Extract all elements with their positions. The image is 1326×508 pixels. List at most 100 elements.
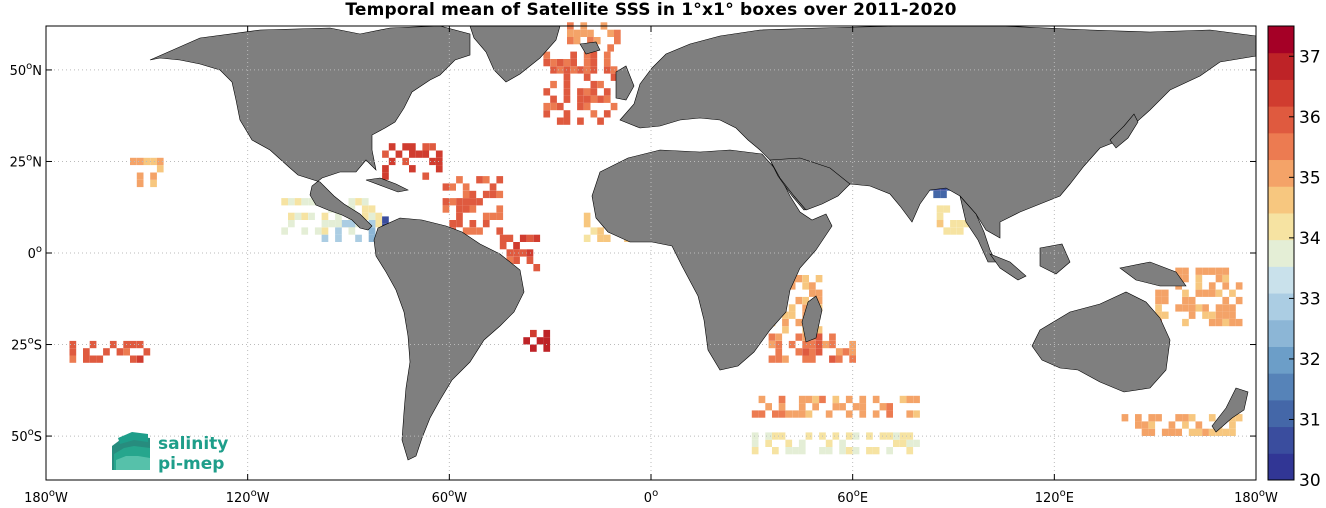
sss-cell: [913, 410, 920, 418]
colorbar-segment: [1268, 212, 1294, 241]
sss-cell: [815, 333, 823, 341]
sss-cell: [583, 95, 591, 103]
sss-cell: [795, 333, 803, 341]
sss-cell: [1148, 414, 1156, 422]
colorbar-tick-label: 32: [1299, 350, 1321, 370]
logo-line-salinity: salinity: [158, 434, 228, 454]
sss-cell: [798, 410, 806, 418]
sss-cell: [519, 249, 527, 257]
colorbar-segment: [1268, 52, 1294, 80]
sss-cell: [1175, 304, 1182, 312]
sss-cell: [1175, 428, 1182, 436]
sss-region: [321, 220, 376, 242]
sss-cell: [583, 234, 591, 242]
sss-cell: [409, 165, 416, 173]
sss-cell: [956, 227, 964, 235]
land-new-zealand: [1211, 387, 1249, 433]
sss-cell: [156, 157, 164, 166]
sss-cell: [1155, 311, 1162, 319]
sss-cell: [577, 95, 584, 103]
sss-cell: [1215, 267, 1223, 275]
sss-cell: [543, 59, 551, 67]
sss-cell: [288, 212, 295, 220]
sss-cell: [610, 102, 618, 111]
land-australia: [1031, 291, 1171, 393]
sss-cell: [788, 311, 796, 319]
colorbar-segment: [1268, 159, 1294, 187]
sss-cell: [607, 29, 614, 37]
sss-cell: [375, 220, 383, 228]
sss-cell: [782, 311, 789, 319]
y-tick-label: 0o: [28, 244, 42, 262]
sss-cell: [906, 395, 914, 404]
sss-cell: [355, 198, 362, 206]
sss-cell: [768, 333, 776, 341]
sss-cell: [513, 256, 520, 264]
sss-cell: [819, 447, 826, 455]
colorbar-segment: [1268, 453, 1294, 481]
sss-cell: [899, 432, 907, 440]
sss-cell: [899, 439, 907, 447]
sss-cell: [603, 234, 611, 242]
sss-cell: [795, 296, 803, 305]
sss-cell: [906, 447, 914, 455]
land-south-america: [373, 217, 525, 461]
sss-cell: [950, 220, 957, 228]
sss-cell: [802, 282, 809, 290]
colorbar-segment: [1268, 106, 1294, 134]
sss-cell: [567, 29, 574, 37]
sss-cell: [526, 256, 534, 264]
sss-cell: [1182, 414, 1189, 422]
sss-cell: [335, 212, 342, 220]
sss-cell: [829, 355, 836, 363]
sss-cell: [597, 80, 604, 89]
y-axis-ticks: 50oN 25oN 0o 25oS 50oS: [10, 61, 1256, 445]
sss-cell: [580, 29, 588, 37]
sss-cell: [1182, 296, 1189, 305]
sss-cell: [1202, 289, 1209, 297]
sss-cell: [815, 296, 823, 305]
sss-cell: [543, 110, 551, 118]
sss-cell: [792, 447, 799, 455]
sss-cell: [1168, 421, 1176, 429]
sss-cell: [795, 348, 803, 356]
sss-cell: [610, 73, 618, 81]
sss-cell: [550, 59, 557, 67]
sss-cell: [1182, 275, 1189, 283]
sss-cell: [335, 220, 342, 228]
sss-cell: [751, 432, 759, 440]
sss-cell: [513, 242, 520, 250]
sss-cell: [116, 348, 124, 356]
colorbar-segment: [1268, 319, 1294, 347]
sss-cell: [765, 439, 772, 447]
sss-cell: [825, 447, 833, 455]
sss-cell: [587, 37, 594, 45]
sss-cell: [449, 220, 456, 228]
sss-cell: [321, 220, 329, 228]
sss-cell: [577, 117, 584, 125]
sss-cell: [449, 183, 456, 191]
sss-cell: [429, 143, 436, 151]
sss-cell: [476, 176, 483, 184]
sss-cell: [429, 157, 436, 166]
sss-cell: [805, 395, 813, 404]
sss-cell: [368, 227, 376, 235]
sss-cell: [1155, 304, 1162, 312]
sss-cell: [489, 183, 497, 191]
sss-cell: [496, 205, 504, 213]
logo-line-pimep: pi-mep: [158, 454, 224, 474]
sss-cell: [556, 102, 564, 111]
sss-cell: [375, 212, 383, 220]
sss-cell: [792, 410, 799, 418]
sss-cell: [590, 88, 598, 96]
sss-cell: [1235, 296, 1243, 305]
sss-cell: [590, 59, 598, 67]
sss-cell: [1222, 428, 1230, 436]
sss-cell: [456, 220, 463, 228]
sss-cell: [849, 355, 856, 363]
sss-cell: [281, 198, 288, 206]
land-madagascar: [801, 295, 823, 343]
sss-cell: [603, 59, 611, 67]
sss-cell: [506, 256, 514, 264]
sss-cell: [603, 95, 611, 103]
